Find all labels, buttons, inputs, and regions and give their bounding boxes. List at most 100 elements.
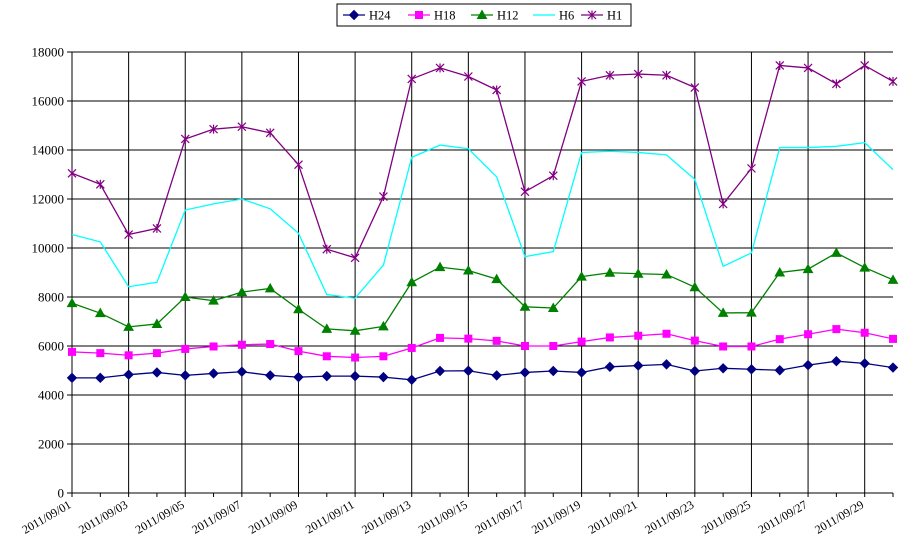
x-tick-label: 2011/09/05	[133, 497, 187, 536]
data-point-h1	[350, 253, 360, 263]
data-point-h12	[632, 268, 644, 278]
y-tick-label: 12000	[32, 192, 65, 207]
data-point-h24	[378, 371, 389, 383]
series-line-h12	[71, 252, 894, 332]
data-point-h12	[123, 321, 134, 331]
data-point-h18	[152, 349, 161, 358]
x-tick-label: 2011/09/21	[586, 497, 640, 536]
data-point-h18	[237, 340, 246, 349]
series-line-h6	[71, 141, 894, 299]
data-point-h24	[887, 362, 899, 373]
y-tick-label: 16000	[32, 94, 65, 109]
series-h1	[67, 60, 898, 263]
data-point-h1	[662, 70, 671, 80]
y-tick-label: 4000	[38, 388, 64, 403]
data-point-h1	[888, 76, 898, 86]
data-point-h1	[378, 192, 388, 202]
data-point-h18	[889, 334, 897, 343]
x-tick-label: 2011/09/19	[529, 497, 583, 536]
series-h18	[68, 325, 897, 362]
data-point-h1	[180, 134, 190, 144]
y-tick-label: 18000	[32, 45, 65, 60]
legend-label: H18	[434, 9, 456, 23]
data-point-h12	[378, 320, 389, 331]
data-point-h1	[294, 160, 303, 170]
data-point-h1	[577, 76, 587, 86]
data-point-h12	[519, 301, 531, 311]
series-line-h24	[72, 360, 894, 381]
data-point-h24	[66, 372, 78, 384]
data-point-h18	[577, 337, 586, 346]
data-point-h24	[576, 367, 587, 378]
x-tick-label: 2011/09/27	[756, 497, 810, 536]
data-point-h24	[717, 363, 729, 374]
data-point-h12	[746, 307, 757, 317]
data-point-h18	[832, 325, 841, 334]
data-point-h18	[747, 342, 756, 351]
data-point-h1	[747, 163, 756, 173]
x-tick-label: 2011/09/03	[76, 497, 130, 536]
legend-label: H24	[369, 9, 391, 23]
data-point-h1	[322, 244, 332, 254]
data-point-h1	[209, 124, 218, 134]
data-point-h18	[436, 333, 445, 342]
data-point-h18	[860, 328, 869, 337]
data-point-h12	[547, 302, 559, 313]
data-point-h24	[434, 365, 446, 377]
data-point-h12	[406, 276, 418, 287]
legend-label: H6	[559, 9, 574, 23]
data-point-h24	[774, 365, 785, 376]
data-point-h24	[746, 364, 757, 375]
data-point-h18	[662, 329, 671, 338]
data-point-h24	[95, 372, 106, 384]
data-point-h24	[491, 370, 502, 381]
data-point-h1	[124, 230, 134, 240]
data-point-h18	[605, 333, 614, 342]
data-point-h12	[831, 247, 842, 257]
data-point-h18	[464, 334, 473, 343]
y-tick-label: 10000	[32, 241, 65, 256]
data-point-h12	[321, 323, 333, 333]
series-line-h18	[71, 328, 894, 359]
legend-marker	[587, 10, 597, 20]
data-point-h12	[151, 318, 163, 328]
data-point-h18	[549, 342, 558, 350]
data-point-h18	[124, 351, 133, 360]
data-point-h24	[236, 366, 248, 377]
data-point-h24	[519, 367, 531, 378]
data-point-h12	[94, 307, 106, 318]
data-series	[66, 60, 899, 386]
data-point-h18	[209, 342, 218, 351]
data-point-h12	[66, 297, 78, 308]
legend-marker	[476, 9, 488, 19]
data-point-h12	[774, 266, 786, 277]
series-h24	[66, 355, 899, 386]
data-point-h24	[151, 367, 163, 378]
y-tick-label: 0	[58, 486, 65, 501]
x-tick-label: 2011/09/13	[359, 497, 413, 536]
series-h12	[66, 247, 899, 335]
data-point-h1	[690, 83, 700, 93]
x-tick-label: 2011/09/17	[472, 497, 526, 536]
data-point-h24	[208, 368, 219, 379]
data-point-h12	[576, 271, 587, 281]
data-point-h1	[548, 171, 558, 181]
data-point-h12	[604, 267, 616, 277]
data-point-h24	[802, 359, 814, 371]
data-point-h12	[462, 265, 474, 275]
data-point-h12	[264, 282, 276, 293]
data-point-h18	[322, 352, 331, 361]
data-point-h18	[520, 342, 529, 350]
data-point-h24	[548, 365, 559, 377]
series-line-h1	[71, 64, 894, 259]
data-point-h1	[803, 63, 813, 73]
data-point-h12	[859, 262, 871, 272]
y-tick-label: 2000	[38, 437, 64, 452]
data-point-h12	[293, 303, 304, 314]
data-point-h12	[887, 274, 899, 284]
data-point-h12	[717, 307, 729, 317]
legend-label: H1	[607, 9, 622, 23]
data-point-h12	[434, 261, 446, 272]
data-point-h1	[831, 79, 841, 89]
data-point-h24	[123, 369, 134, 380]
